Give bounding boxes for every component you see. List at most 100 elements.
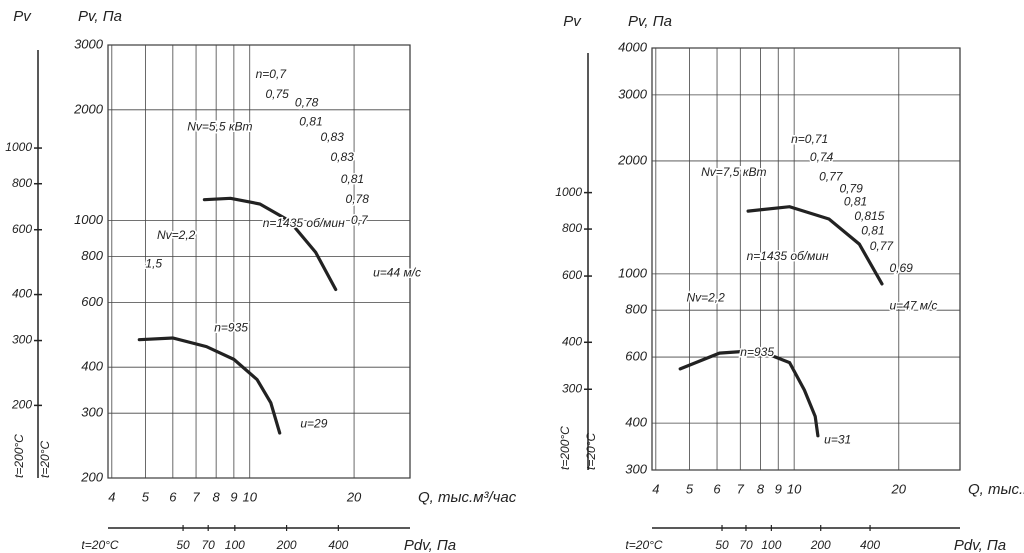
annotation: n=1435 об/мин bbox=[263, 216, 345, 230]
y-tick-label: 1000 bbox=[618, 265, 648, 280]
annotation: 0,78 bbox=[346, 192, 370, 206]
annotation: 0,69 bbox=[889, 261, 913, 275]
y-tick-label: 200 bbox=[80, 469, 103, 484]
annotation: n=1435 об/мин bbox=[747, 249, 829, 263]
annotation: 0,78 bbox=[295, 95, 319, 109]
aux-y-tick-label: 300 bbox=[12, 333, 32, 347]
x-tick-label: 10 bbox=[243, 489, 258, 504]
x2-tick-label: 400 bbox=[328, 538, 348, 552]
y-tick-label: 300 bbox=[81, 405, 103, 420]
aux-y-tick-label: 600 bbox=[12, 222, 32, 236]
annotation: Nv=2,2 bbox=[157, 228, 196, 242]
x2-tick-label: 70 bbox=[739, 538, 753, 552]
annotation: Nv=2,2 bbox=[686, 291, 725, 305]
aux-y-tick-label: 400 bbox=[12, 287, 32, 301]
y-tick-label: 800 bbox=[81, 248, 103, 263]
x2-tick-label: 100 bbox=[761, 538, 781, 552]
x-tick-label: 20 bbox=[346, 489, 362, 504]
x-tick-label: 9 bbox=[775, 481, 782, 496]
x2-axis-title: Pdv, Па bbox=[954, 537, 1006, 553]
y-tick-label: 2000 bbox=[617, 152, 648, 167]
annotation: 0,83 bbox=[330, 150, 354, 164]
x2-temp-label: t=20°C bbox=[625, 538, 662, 552]
y-axis-title: Pv, Па bbox=[628, 13, 672, 30]
x-tick-label: 4 bbox=[108, 489, 115, 504]
aux-y-title: Pv bbox=[13, 8, 32, 25]
x2-axis-title: Pdv, Па bbox=[404, 537, 456, 553]
aux-y-tick-label: 1000 bbox=[5, 140, 32, 154]
y-axis-title: Pv, Па bbox=[78, 8, 122, 25]
x-tick-label: 6 bbox=[713, 481, 721, 496]
temp-label: t=20°C bbox=[584, 433, 598, 470]
y-tick-label: 4000 bbox=[618, 39, 648, 54]
aux-y-tick-label: 400 bbox=[562, 334, 582, 348]
x-tick-label: 6 bbox=[169, 489, 177, 504]
aux-y-tick-label: 800 bbox=[12, 176, 32, 190]
annotation: u=44 м/с bbox=[373, 265, 421, 279]
x-tick-label: 7 bbox=[737, 481, 745, 496]
speed-curve bbox=[678, 348, 820, 438]
annotation: 0,81 bbox=[861, 223, 884, 237]
annotation: n=935 bbox=[214, 320, 248, 334]
aux-y-tick-label: 600 bbox=[562, 268, 582, 282]
x2-temp-label: t=20°C bbox=[81, 538, 118, 552]
y-tick-label: 3000 bbox=[618, 86, 648, 101]
annotation: 0,77 bbox=[819, 169, 844, 183]
speed-curve bbox=[202, 196, 338, 292]
annotation: n=0,71 bbox=[791, 132, 828, 146]
annotation: u=31 bbox=[824, 432, 851, 446]
y-tick-label: 300 bbox=[625, 461, 647, 476]
aux-y-tick-label: 1000 bbox=[555, 185, 582, 199]
y-tick-label: 600 bbox=[81, 294, 103, 309]
y-tick-label: 400 bbox=[625, 415, 647, 430]
x2-tick-label: 50 bbox=[176, 538, 190, 552]
x-tick-label: 9 bbox=[230, 489, 237, 504]
x2-tick-label: 100 bbox=[225, 538, 245, 552]
x2-tick-label: 70 bbox=[202, 538, 216, 552]
annotation: 1,5 bbox=[145, 257, 162, 271]
y-tick-label: 3000 bbox=[74, 36, 104, 51]
annotation: n=0,7 bbox=[256, 67, 288, 81]
annotation: 0,81 bbox=[299, 114, 322, 128]
annotation: 0,7 bbox=[351, 213, 369, 227]
x-tick-label: 7 bbox=[192, 489, 200, 504]
annotation: Nv=7,5 кВт bbox=[701, 165, 766, 179]
annotation: 0,83 bbox=[320, 130, 344, 144]
speed-curve bbox=[746, 205, 884, 286]
x-tick-label: 20 bbox=[891, 481, 907, 496]
speed-curve bbox=[137, 336, 282, 435]
x-tick-label: 10 bbox=[787, 481, 802, 496]
aux-y-tick-label: 800 bbox=[562, 221, 582, 235]
annotation: 0,75 bbox=[265, 87, 289, 101]
aux-y-tick-label: 300 bbox=[562, 381, 582, 395]
annotation: 0,81 bbox=[844, 195, 867, 209]
y-tick-label: 1000 bbox=[74, 212, 104, 227]
x-tick-label: 5 bbox=[686, 481, 694, 496]
annotation: 0,815 bbox=[854, 209, 884, 223]
x-tick-label: 5 bbox=[142, 489, 150, 504]
x-axis-title: Q, тыс.м³/час bbox=[968, 481, 1024, 498]
annotation: n=935 bbox=[740, 345, 774, 359]
y-tick-label: 800 bbox=[625, 302, 647, 317]
annotation: u=47 м/с bbox=[889, 298, 937, 312]
y-tick-label: 400 bbox=[81, 359, 103, 374]
temp-label: t=200°C bbox=[558, 426, 572, 470]
x-tick-label: 4 bbox=[652, 481, 659, 496]
aux-y-title: Pv bbox=[563, 13, 582, 30]
x2-tick-label: 200 bbox=[276, 538, 297, 552]
annotation: 0,77 bbox=[870, 239, 895, 253]
y-tick-label: 2000 bbox=[73, 101, 104, 116]
annotation: 0,79 bbox=[839, 182, 863, 196]
temp-label: t=20°C bbox=[38, 441, 52, 478]
x2-tick-label: 50 bbox=[715, 538, 729, 552]
x2-tick-label: 200 bbox=[810, 538, 831, 552]
annotation: u=29 bbox=[300, 416, 327, 430]
x-axis-title: Q, тыс.м³/час bbox=[418, 489, 517, 506]
annotation: Nv=5,5 кВт bbox=[187, 120, 252, 134]
annotation: 0,81 bbox=[341, 172, 364, 186]
annotation: 0,74 bbox=[810, 150, 834, 164]
x-tick-label: 8 bbox=[213, 489, 221, 504]
aux-y-tick-label: 200 bbox=[11, 398, 32, 412]
temp-label: t=200°C bbox=[12, 434, 26, 478]
